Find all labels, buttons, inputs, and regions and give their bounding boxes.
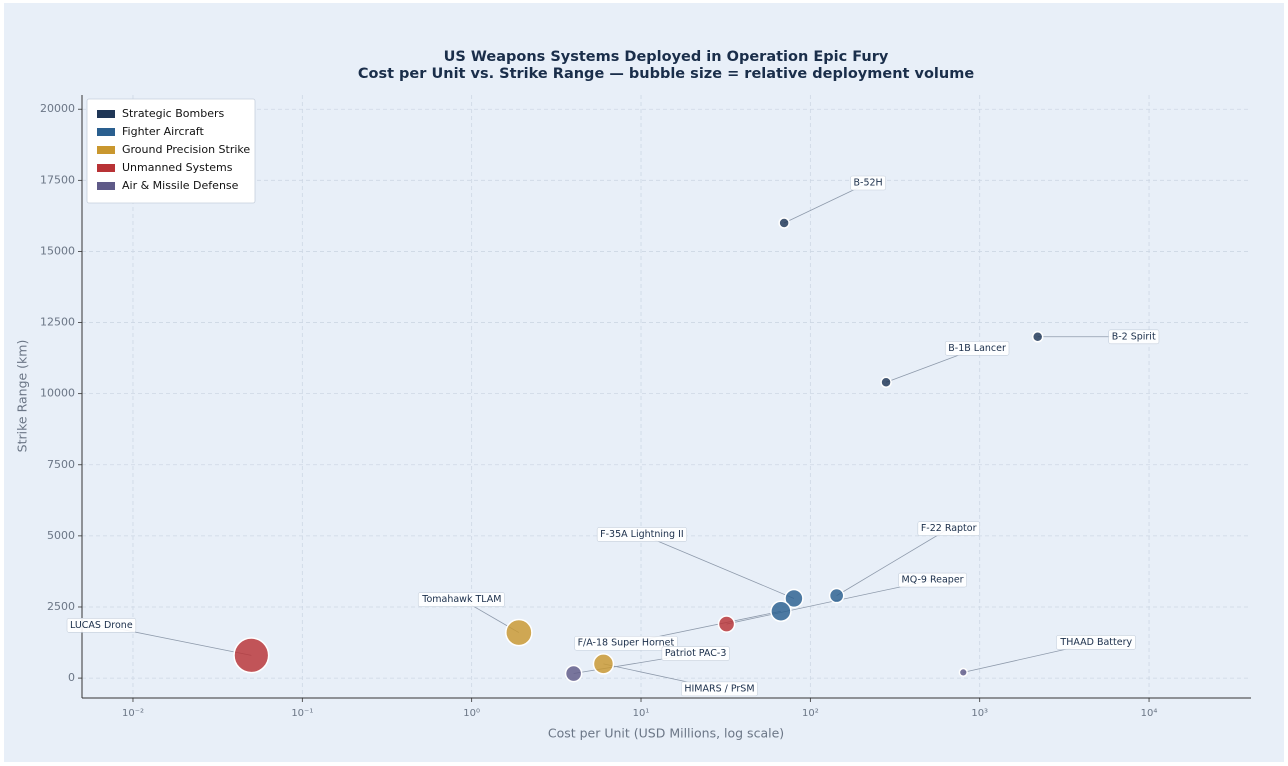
x-tick-label: 10⁴ bbox=[1141, 708, 1158, 719]
y-tick-label: 7500 bbox=[47, 458, 75, 471]
x-tick-label: 10⁻¹ bbox=[291, 708, 313, 719]
x-tick-label: 10² bbox=[802, 708, 819, 719]
annotation-box bbox=[661, 646, 730, 661]
y-tick-label: 12500 bbox=[40, 316, 75, 329]
annotations: B-52H B-2 Spirit B-1B Lancer F-22 Raptor F-3… bbox=[66, 175, 1160, 697]
annotation-label: F/A-18 Super Hornet bbox=[578, 638, 675, 649]
bubble bbox=[505, 618, 533, 647]
annotation: MQ-9 Reaper bbox=[898, 572, 967, 588]
legend-swatch bbox=[97, 110, 115, 118]
legend-label: Air & Missile Defense bbox=[122, 179, 239, 192]
annotation-label: Tomahawk TLAM bbox=[421, 594, 501, 605]
annotation-leader bbox=[726, 579, 933, 625]
annotation: B-1B Lancer bbox=[944, 340, 1010, 356]
annotation: THAAD Battery bbox=[1056, 635, 1136, 650]
bubble bbox=[958, 667, 968, 678]
annotation-label: LUCAS Drone bbox=[70, 620, 133, 631]
y-tick-label: 0 bbox=[68, 671, 75, 684]
annotation-label: THAAD Battery bbox=[1059, 637, 1132, 648]
annotation-box bbox=[917, 521, 980, 536]
annotation-box bbox=[574, 635, 678, 651]
annotation: F-35A Lightning II bbox=[596, 527, 688, 542]
legend-label: Unmanned Systems bbox=[122, 161, 233, 174]
x-tick-label: 10⁻² bbox=[122, 708, 144, 719]
legend-swatch bbox=[97, 164, 115, 172]
annotation-leader bbox=[836, 528, 949, 596]
chart: US Weapons Systems Deployed in Operation… bbox=[15, 49, 1251, 741]
y-tick-label: 20000 bbox=[40, 102, 75, 115]
bubble bbox=[778, 217, 790, 229]
y-axis-label: Strike Range (km) bbox=[15, 340, 30, 453]
x-axis-label: Cost per Unit (USD Millions, log scale) bbox=[548, 726, 784, 741]
annotation-label: B-52H bbox=[854, 177, 883, 188]
bubble bbox=[564, 664, 583, 683]
page: US Weapons Systems Deployed in Operation… bbox=[4, 3, 1284, 762]
chart-title: US Weapons Systems Deployed in Operation… bbox=[444, 49, 889, 65]
y-tick-label: 17500 bbox=[40, 173, 75, 186]
annotation: F/A-18 Super Hornet bbox=[574, 635, 678, 651]
legend-swatch bbox=[97, 182, 115, 190]
annotation-box bbox=[417, 592, 505, 607]
annotation-label: MQ-9 Reaper bbox=[902, 575, 964, 586]
annotation: Patriot PAC-3 bbox=[661, 646, 730, 661]
legend-box bbox=[86, 98, 256, 204]
bubble bbox=[880, 376, 892, 389]
annotation: B-2 Spirit bbox=[1108, 329, 1160, 345]
annotation: F-22 Raptor bbox=[917, 521, 980, 536]
bubble bbox=[1031, 331, 1044, 343]
x-tick-label: 10³ bbox=[971, 708, 988, 719]
annotation-label: F-22 Raptor bbox=[921, 523, 977, 534]
bubble bbox=[828, 587, 845, 604]
annotation-box bbox=[850, 175, 887, 191]
legend-label: Ground Precision Strike bbox=[122, 143, 250, 156]
x-tick-label: 10¹ bbox=[633, 708, 650, 719]
annotation-box bbox=[1108, 329, 1160, 345]
annotation-label: F-35A Lightning II bbox=[600, 529, 684, 540]
annotation-label: B-2 Spirit bbox=[1112, 331, 1156, 342]
x-tick-label: 10⁰ bbox=[463, 708, 480, 719]
annotation: B-52H bbox=[850, 175, 887, 191]
annotation-box bbox=[898, 572, 967, 588]
annotation-box bbox=[66, 618, 137, 633]
legend-swatch bbox=[97, 128, 115, 136]
annotation-box bbox=[681, 681, 758, 697]
bubble bbox=[233, 637, 270, 674]
chart-subtitle: Cost per Unit vs. Strike Range — bubble … bbox=[358, 66, 974, 82]
annotation-box bbox=[944, 340, 1010, 356]
bubble bbox=[770, 600, 792, 622]
legend-swatch bbox=[97, 146, 115, 154]
annotation: LUCAS Drone bbox=[66, 618, 137, 633]
y-tick-label: 15000 bbox=[40, 244, 75, 257]
bubble bbox=[717, 615, 736, 633]
y-tick-label: 10000 bbox=[40, 387, 75, 400]
annotation: HIMARS / PrSM bbox=[681, 681, 758, 697]
y-tick-label: 2500 bbox=[47, 600, 75, 613]
bubble bbox=[592, 653, 615, 675]
y-tick-label: 5000 bbox=[47, 529, 75, 542]
legend-label: Fighter Aircraft bbox=[122, 125, 204, 138]
annotation-leader bbox=[641, 534, 795, 599]
bubble bbox=[784, 588, 804, 609]
annotation: Tomahawk TLAM bbox=[417, 592, 505, 607]
annotation-label: Patriot PAC-3 bbox=[665, 648, 727, 659]
annotation-label: B-1B Lancer bbox=[948, 343, 1006, 354]
legend-label: Strategic Bombers bbox=[122, 107, 224, 120]
annotation-box bbox=[1056, 635, 1136, 650]
annotation-label: HIMARS / PrSM bbox=[684, 683, 754, 694]
annotation-box bbox=[596, 527, 688, 542]
